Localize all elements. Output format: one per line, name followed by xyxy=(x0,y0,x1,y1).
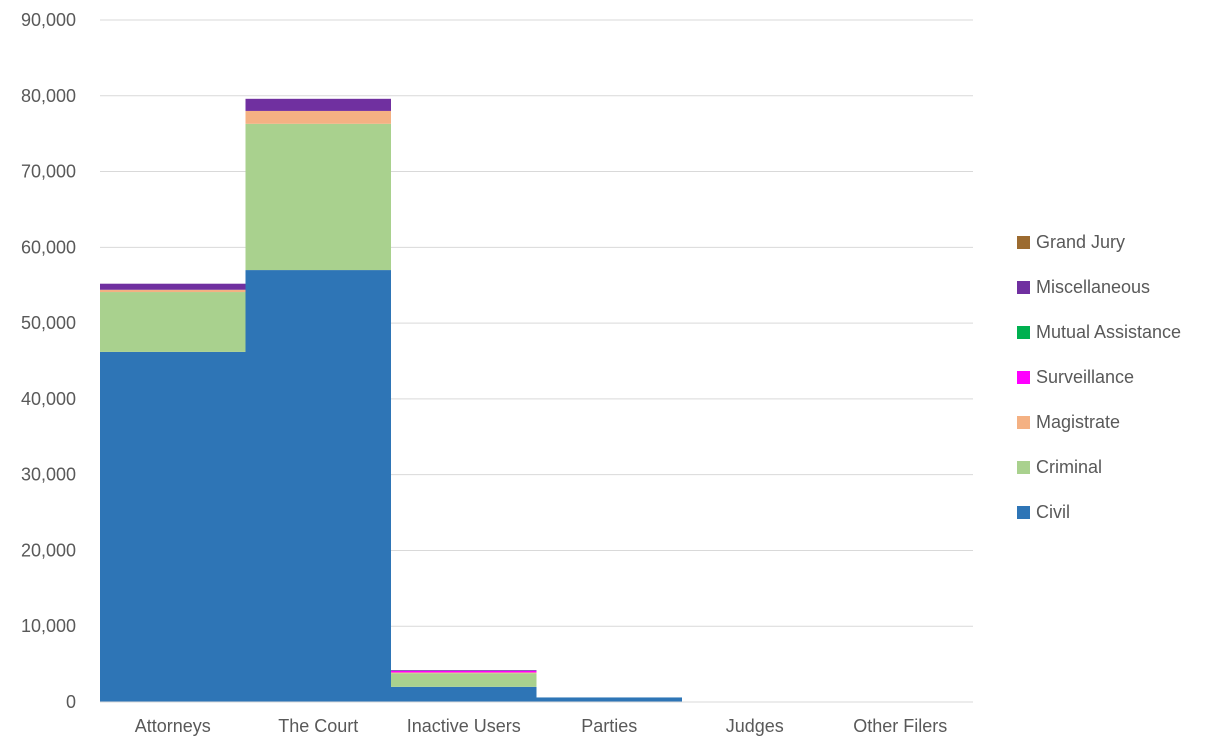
y-tick-label: 60,000 xyxy=(21,237,76,257)
legend-label: Civil xyxy=(1036,502,1070,522)
bar-segment-criminal xyxy=(100,292,246,352)
y-axis-tick-labels: 0 10,000 20,000 30,000 40,000 50,000 60,000 70,… xyxy=(21,10,76,712)
legend-item-civil: Civil xyxy=(1017,502,1070,522)
legend-label: Magistrate xyxy=(1036,412,1120,432)
bar-segment-miscellaneous xyxy=(245,98,391,111)
x-tick-label: Attorneys xyxy=(135,716,211,736)
bar-segment-civil xyxy=(536,697,682,702)
legend-item-mutual-assistance: Mutual Assistance xyxy=(1017,322,1181,342)
legend-item-criminal: Criminal xyxy=(1017,457,1102,477)
bar-segment-criminal xyxy=(245,123,391,271)
bar-segment-criminal xyxy=(391,673,537,687)
y-tick-label: 0 xyxy=(66,692,76,712)
bar-segment-magistrate xyxy=(100,289,246,293)
x-tick-label: Judges xyxy=(726,716,784,736)
legend-item-magistrate: Magistrate xyxy=(1017,412,1120,432)
x-tick-label: Inactive Users xyxy=(407,716,521,736)
legend-item-grand-jury: Grand Jury xyxy=(1017,232,1125,252)
y-tick-label: 80,000 xyxy=(21,86,76,106)
legend-swatch xyxy=(1017,281,1030,294)
legend-label: Mutual Assistance xyxy=(1036,322,1181,342)
y-tick-label: 30,000 xyxy=(21,465,76,485)
y-tick-label: 20,000 xyxy=(21,540,76,560)
legend-swatch xyxy=(1017,461,1030,474)
bar-segment-magistrate xyxy=(391,672,537,674)
bar-segment-magistrate xyxy=(245,110,391,124)
bar-segment-civil xyxy=(100,351,246,702)
legend-label: Criminal xyxy=(1036,457,1102,477)
bar-segment-civil xyxy=(391,686,537,702)
legend-swatch xyxy=(1017,326,1030,339)
bar-segment-miscellaneous xyxy=(100,283,246,290)
legend-item-surveillance: Surveillance xyxy=(1017,367,1134,387)
legend-item-miscellaneous: Miscellaneous xyxy=(1017,277,1150,297)
legend-swatch xyxy=(1017,371,1030,384)
legend-label: Miscellaneous xyxy=(1036,277,1150,297)
y-tick-label: 40,000 xyxy=(21,389,76,409)
y-tick-label: 70,000 xyxy=(21,162,76,182)
legend-label: Surveillance xyxy=(1036,367,1134,387)
x-tick-label: Other Filers xyxy=(853,716,947,736)
bar-segment-surveillance xyxy=(391,670,537,673)
legend-swatch xyxy=(1017,506,1030,519)
x-tick-label: Parties xyxy=(581,716,637,736)
y-tick-label: 90,000 xyxy=(21,10,76,30)
bars xyxy=(100,98,682,702)
legend-swatch xyxy=(1017,416,1030,429)
y-tick-label: 10,000 xyxy=(21,616,76,636)
legend-swatch xyxy=(1017,236,1030,249)
bar-segment-miscellaneous xyxy=(391,670,537,671)
legend: Grand Jury Miscellaneous Mutual Assistance… xyxy=(1017,232,1181,522)
bar-segment-civil xyxy=(245,270,391,702)
x-tick-label: The Court xyxy=(278,716,358,736)
y-tick-label: 50,000 xyxy=(21,313,76,333)
legend-label: Grand Jury xyxy=(1036,232,1125,252)
x-axis-tick-labels: Attorneys The Court Inactive Users Parties J… xyxy=(135,716,948,736)
